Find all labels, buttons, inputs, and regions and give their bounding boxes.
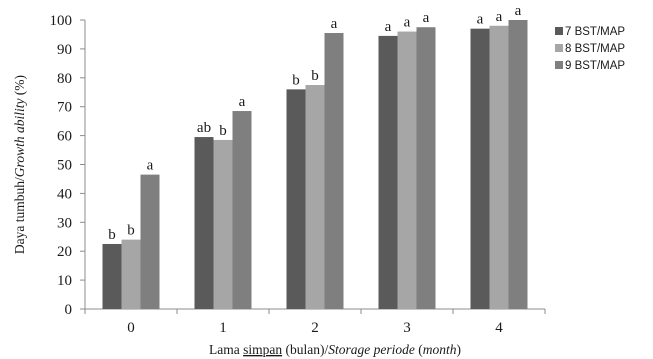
y-tick-label: 70 (57, 100, 72, 116)
x-axis-title-part-1: Lama (209, 342, 243, 357)
significance-label: b (127, 223, 135, 239)
legend-swatch (555, 44, 563, 52)
significance-label: b (311, 68, 319, 84)
y-tick-label: 50 (57, 158, 72, 174)
bar (286, 89, 306, 309)
x-tick-marks (84, 309, 546, 314)
bar (140, 174, 160, 309)
significance-label: a (496, 9, 503, 25)
y-tick-label: 60 (57, 129, 72, 145)
significance-label: a (423, 10, 430, 26)
y-axis-title: Daya tumbuh/Growth ability (%) (12, 75, 27, 254)
x-tick-label: 3 (403, 320, 411, 336)
y-tick-label: 40 (57, 186, 72, 202)
bar (378, 35, 398, 310)
significance-label: a (385, 19, 392, 35)
bar (397, 31, 417, 310)
significance-label: ab (197, 120, 211, 136)
y-axis-title-suffix: (%) (12, 75, 27, 99)
x-axis-title-part-3: ( (415, 342, 423, 357)
y-tick-label: 20 (57, 244, 72, 260)
x-axis-title-italic-1: Storage periode (328, 342, 415, 357)
legend: 7 BST/MAP 8 BST/MAP 9 BST/MAP (555, 26, 625, 72)
legend-label: 8 BST/MAP (565, 43, 625, 55)
bar (416, 27, 436, 309)
y-tick-label: 100 (50, 13, 73, 29)
x-axis-title-part-2: (bulan)/ (282, 342, 328, 357)
x-axis-title: Lama simpan (bulan)/Storage periode (mon… (209, 342, 461, 357)
y-axis-title-normal: Daya tumbuh/ (12, 177, 27, 254)
bars (102, 20, 528, 310)
significance-label: a (239, 94, 246, 110)
significance-label: a (515, 3, 522, 19)
y-tick-label: 90 (57, 42, 72, 58)
bar (232, 111, 252, 309)
x-tick-labels: 0 1 2 3 4 (127, 320, 503, 336)
x-tick-label: 0 (127, 320, 135, 336)
bar (213, 139, 233, 309)
x-axis-title-underlined: simpan (243, 342, 282, 357)
y-tick-label: 80 (57, 71, 72, 87)
significance-label: b (219, 123, 227, 139)
significance-label: a (404, 15, 411, 31)
significance-label: a (147, 158, 154, 174)
legend-label: 9 BST/MAP (565, 60, 625, 72)
y-tick-label: 10 (57, 273, 72, 289)
y-tick-label: 0 (65, 302, 73, 318)
significance-label: b (108, 227, 116, 243)
bar (508, 20, 528, 309)
bar (102, 243, 122, 309)
legend-swatch (555, 27, 563, 35)
y-axis-title-italic: Growth ability (12, 99, 27, 178)
x-tick-label: 1 (219, 320, 227, 336)
significance-label: a (331, 16, 338, 32)
bar (121, 239, 141, 309)
x-tick-label: 4 (495, 320, 503, 336)
y-tick-labels: 0 10 20 30 40 50 60 70 80 90 100 (50, 13, 73, 318)
bar (194, 137, 214, 309)
bar (305, 85, 325, 310)
bar (489, 25, 509, 310)
bar (324, 33, 344, 309)
y-tick-label: 30 (57, 215, 72, 231)
bar (470, 28, 490, 309)
legend-label: 7 BST/MAP (565, 26, 625, 38)
x-tick-label: 2 (311, 320, 319, 336)
x-axis-title-italic-2: month (423, 342, 457, 357)
significance-label: b (292, 72, 300, 88)
x-axis-title-part-4: ) (456, 342, 461, 357)
significance-label: a (477, 12, 484, 28)
y-tick-marks (80, 19, 85, 310)
legend-swatch (555, 61, 563, 69)
